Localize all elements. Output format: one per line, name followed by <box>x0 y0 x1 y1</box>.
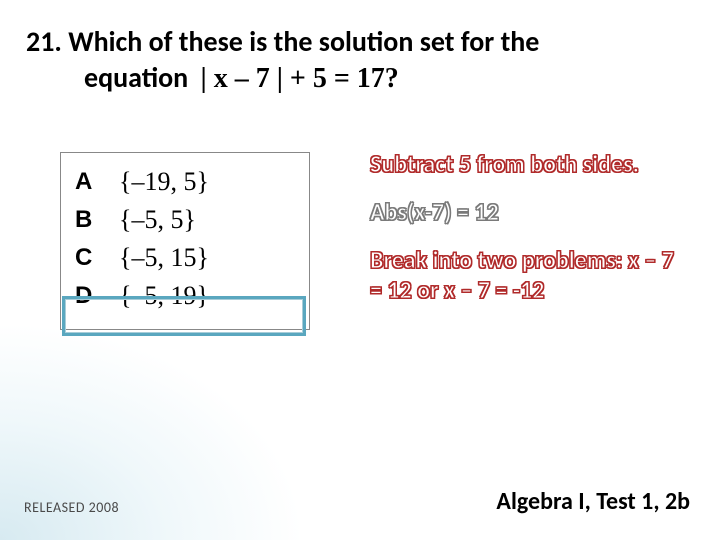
answer-row: B {–5, 5} <box>75 201 295 239</box>
footer-right: Algebra I, Test 1, 2b <box>496 487 690 516</box>
step-3: Break into two problems: x – 7 = 12 or x… <box>370 246 690 306</box>
footer-left: RELEASED 2008 <box>24 499 119 516</box>
answer-highlight <box>62 296 306 336</box>
answer-value: {–19, 5} <box>119 167 209 197</box>
question-text-line1: Which of these is the solution set for t… <box>68 24 539 59</box>
answer-row: C {–5, 15} <box>75 239 295 277</box>
answer-letter: A <box>75 168 119 196</box>
step-1: Subtract 5 from both sides. <box>370 150 690 180</box>
slide: 21. Which of these is the solution set f… <box>0 0 720 540</box>
answer-value: {–5, 5} <box>119 205 196 235</box>
answer-letter: B <box>75 206 119 234</box>
solution-steps: Subtract 5 from both sides. Abs(x-7) = 1… <box>370 150 690 324</box>
answer-value: {–5, 15} <box>119 243 209 273</box>
question-block: 21. Which of these is the solution set f… <box>26 24 690 98</box>
question-text-line2: equation | x – 7 | + 5 = 17? <box>84 59 690 98</box>
question-prefix: equation <box>84 60 188 95</box>
question-equation: | x – 7 | + 5 = 17? <box>195 59 405 98</box>
question-number: 21. <box>26 24 62 59</box>
step-2: Abs(x-7) = 12 <box>370 198 690 228</box>
answer-row: A {–19, 5} <box>75 163 295 201</box>
answer-letter: C <box>75 244 119 272</box>
